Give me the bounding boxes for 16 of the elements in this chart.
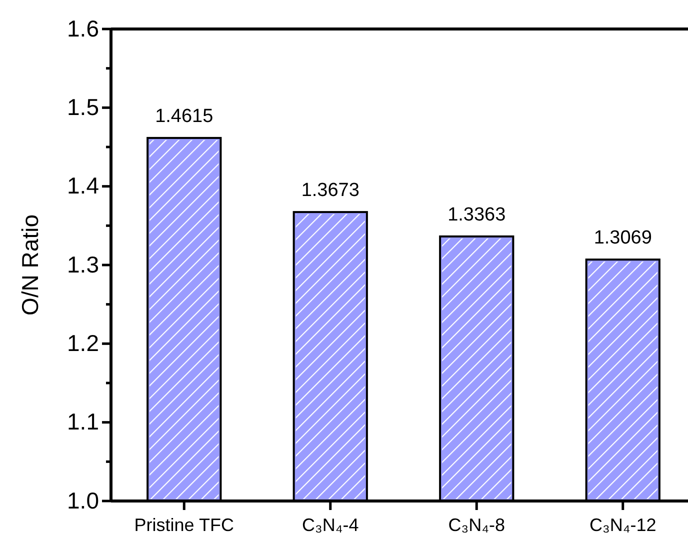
data-label: 1.4615 xyxy=(155,106,214,127)
y-tick-label: 1.6 xyxy=(67,15,99,42)
y-tick-label: 1.1 xyxy=(67,408,99,435)
x-tick-label: C₃N₄-8 xyxy=(448,514,505,535)
x-tick-label: C₃N₄-12 xyxy=(590,514,656,535)
data-label: 1.3069 xyxy=(594,228,652,249)
data-label: 1.3673 xyxy=(301,180,360,202)
x-tick-label: Pristine TFC xyxy=(134,514,234,535)
data-label: 1.3363 xyxy=(448,204,506,226)
y-tick-label: 1.0 xyxy=(67,487,99,514)
y-axis-title: O/N Ratio xyxy=(17,214,43,316)
y-tick-label: 1.5 xyxy=(67,94,99,120)
y-tick-label: 1.2 xyxy=(67,330,99,356)
y-tick-label: 1.4 xyxy=(67,172,100,199)
x-tick-label: C₃N₄-4 xyxy=(302,514,359,535)
y-tick-label: 1.3 xyxy=(67,251,99,278)
